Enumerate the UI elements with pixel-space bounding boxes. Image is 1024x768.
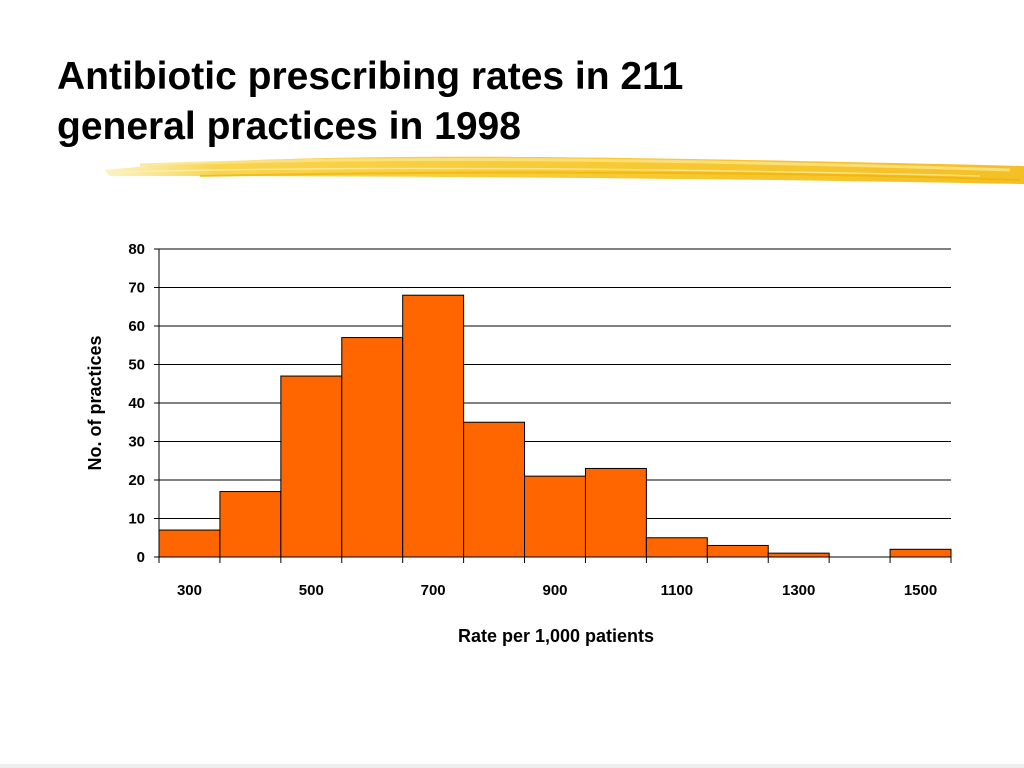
histogram-bar — [158, 529, 221, 558]
x-tick-label: 1500 — [904, 582, 937, 599]
histogram-bar — [706, 544, 769, 558]
x-axis-label: Rate per 1,000 patients — [458, 626, 654, 646]
histogram-bar — [645, 537, 708, 558]
x-tick-label: 900 — [542, 582, 567, 599]
histogram-bar — [280, 375, 343, 558]
y-ticks: 0 10 20 30 40 50 60 70 80 — [128, 241, 159, 566]
histogram-bar — [219, 491, 282, 558]
histogram-bar — [341, 337, 404, 558]
y-axis-label: No. of practices — [85, 335, 105, 470]
x-tick-label: 700 — [421, 582, 446, 599]
histogram-bar — [767, 552, 830, 558]
y-tick-label: 70 — [128, 280, 145, 297]
slide-title-line-2: general practices in 1998 — [57, 105, 521, 148]
y-tick-label: 60 — [128, 318, 145, 335]
histogram-bar — [584, 467, 647, 558]
bars — [158, 294, 952, 558]
histogram-bar — [889, 548, 952, 558]
x-tick-label: 500 — [299, 582, 324, 599]
histogram-bar — [402, 294, 465, 558]
y-tick-label: 20 — [128, 472, 145, 489]
y-tick-label: 30 — [128, 434, 145, 451]
x-tick-label: 1300 — [782, 582, 815, 599]
y-tick-label: 50 — [128, 357, 145, 374]
x-tick-label: 1100 — [661, 582, 694, 599]
histogram-bar — [524, 475, 586, 558]
histogram-bar — [463, 421, 526, 558]
y-tick-label: 40 — [128, 395, 145, 412]
y-tick-label: 10 — [128, 511, 145, 528]
slide-title-line-1: Antibiotic prescribing rates in 211 — [57, 55, 684, 98]
footer-rule — [0, 764, 1024, 768]
x-ticks: 300 500 700 900 1100 1300 1500 — [158, 557, 952, 599]
slide-title: Antibiotic prescribing rates in 211 gene… — [57, 52, 957, 152]
y-tick-label: 80 — [128, 241, 145, 258]
y-tick-label: 0 — [137, 549, 145, 566]
x-tick-label: 300 — [177, 582, 202, 599]
